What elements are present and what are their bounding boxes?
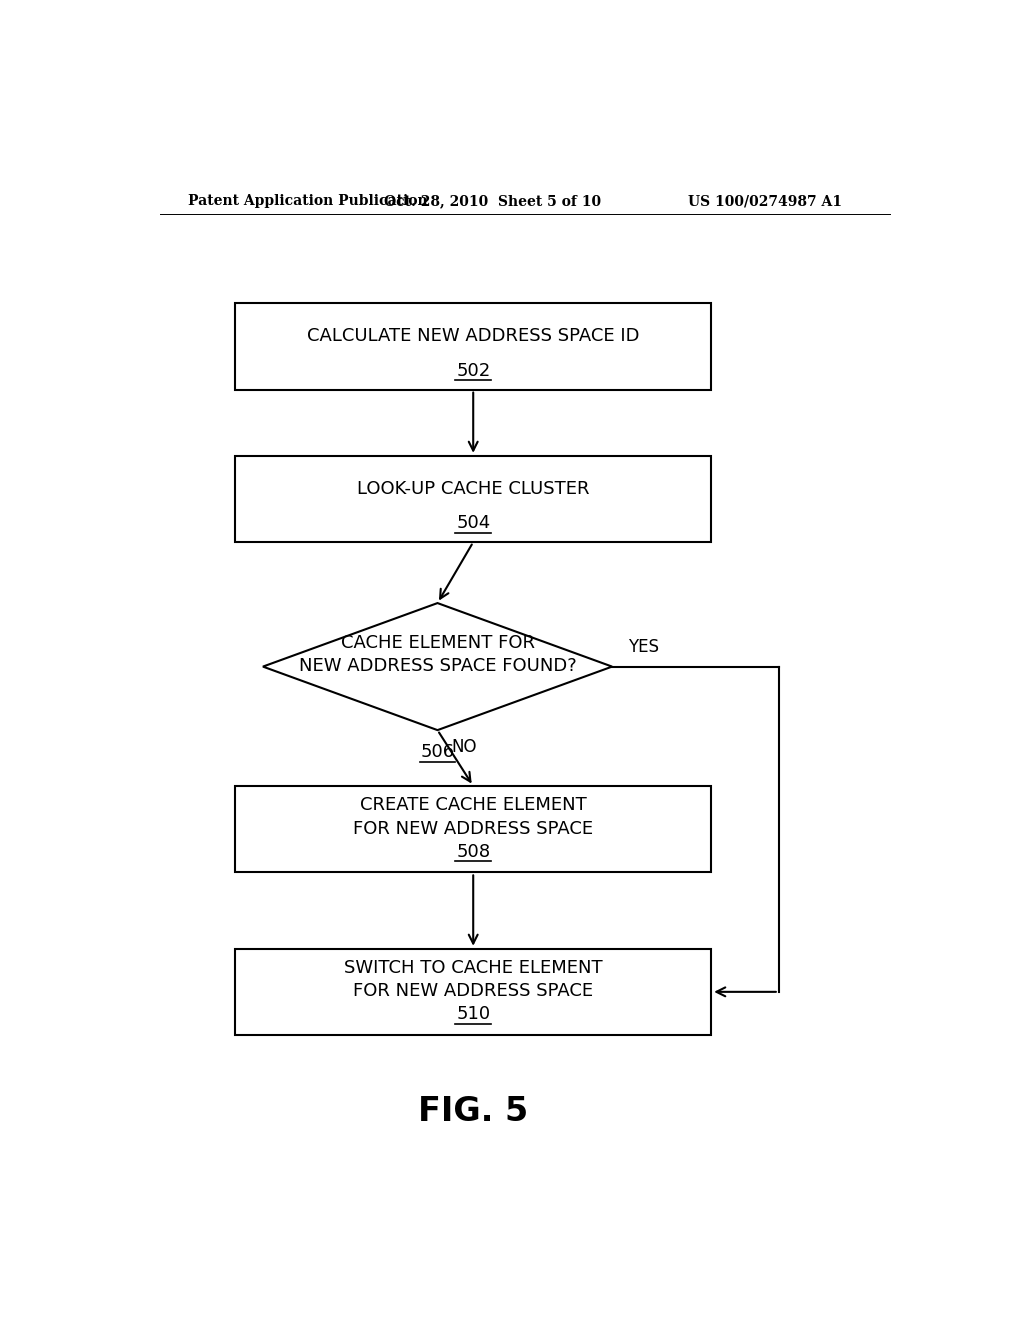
- Text: Patent Application Publication: Patent Application Publication: [187, 194, 427, 209]
- Text: CALCULATE NEW ADDRESS SPACE ID: CALCULATE NEW ADDRESS SPACE ID: [307, 327, 639, 346]
- Text: 508: 508: [456, 842, 490, 861]
- Text: 504: 504: [456, 515, 490, 532]
- FancyBboxPatch shape: [236, 455, 712, 543]
- Polygon shape: [263, 603, 612, 730]
- FancyBboxPatch shape: [236, 304, 712, 389]
- FancyBboxPatch shape: [236, 785, 712, 873]
- Text: 506: 506: [421, 743, 455, 762]
- Text: YES: YES: [628, 639, 659, 656]
- Text: CREATE CACHE ELEMENT
FOR NEW ADDRESS SPACE: CREATE CACHE ELEMENT FOR NEW ADDRESS SPA…: [353, 796, 593, 838]
- Text: LOOK-UP CACHE CLUSTER: LOOK-UP CACHE CLUSTER: [357, 479, 590, 498]
- Text: 502: 502: [456, 362, 490, 380]
- Text: SWITCH TO CACHE ELEMENT
FOR NEW ADDRESS SPACE: SWITCH TO CACHE ELEMENT FOR NEW ADDRESS …: [344, 958, 602, 1001]
- Text: CACHE ELEMENT FOR
NEW ADDRESS SPACE FOUND?: CACHE ELEMENT FOR NEW ADDRESS SPACE FOUN…: [299, 634, 577, 676]
- Text: US 100/0274987 A1: US 100/0274987 A1: [688, 194, 842, 209]
- FancyBboxPatch shape: [236, 949, 712, 1035]
- Text: NO: NO: [452, 738, 477, 756]
- Text: FIG. 5: FIG. 5: [418, 1096, 528, 1129]
- Text: Oct. 28, 2010  Sheet 5 of 10: Oct. 28, 2010 Sheet 5 of 10: [384, 194, 602, 209]
- Text: 510: 510: [456, 1006, 490, 1023]
